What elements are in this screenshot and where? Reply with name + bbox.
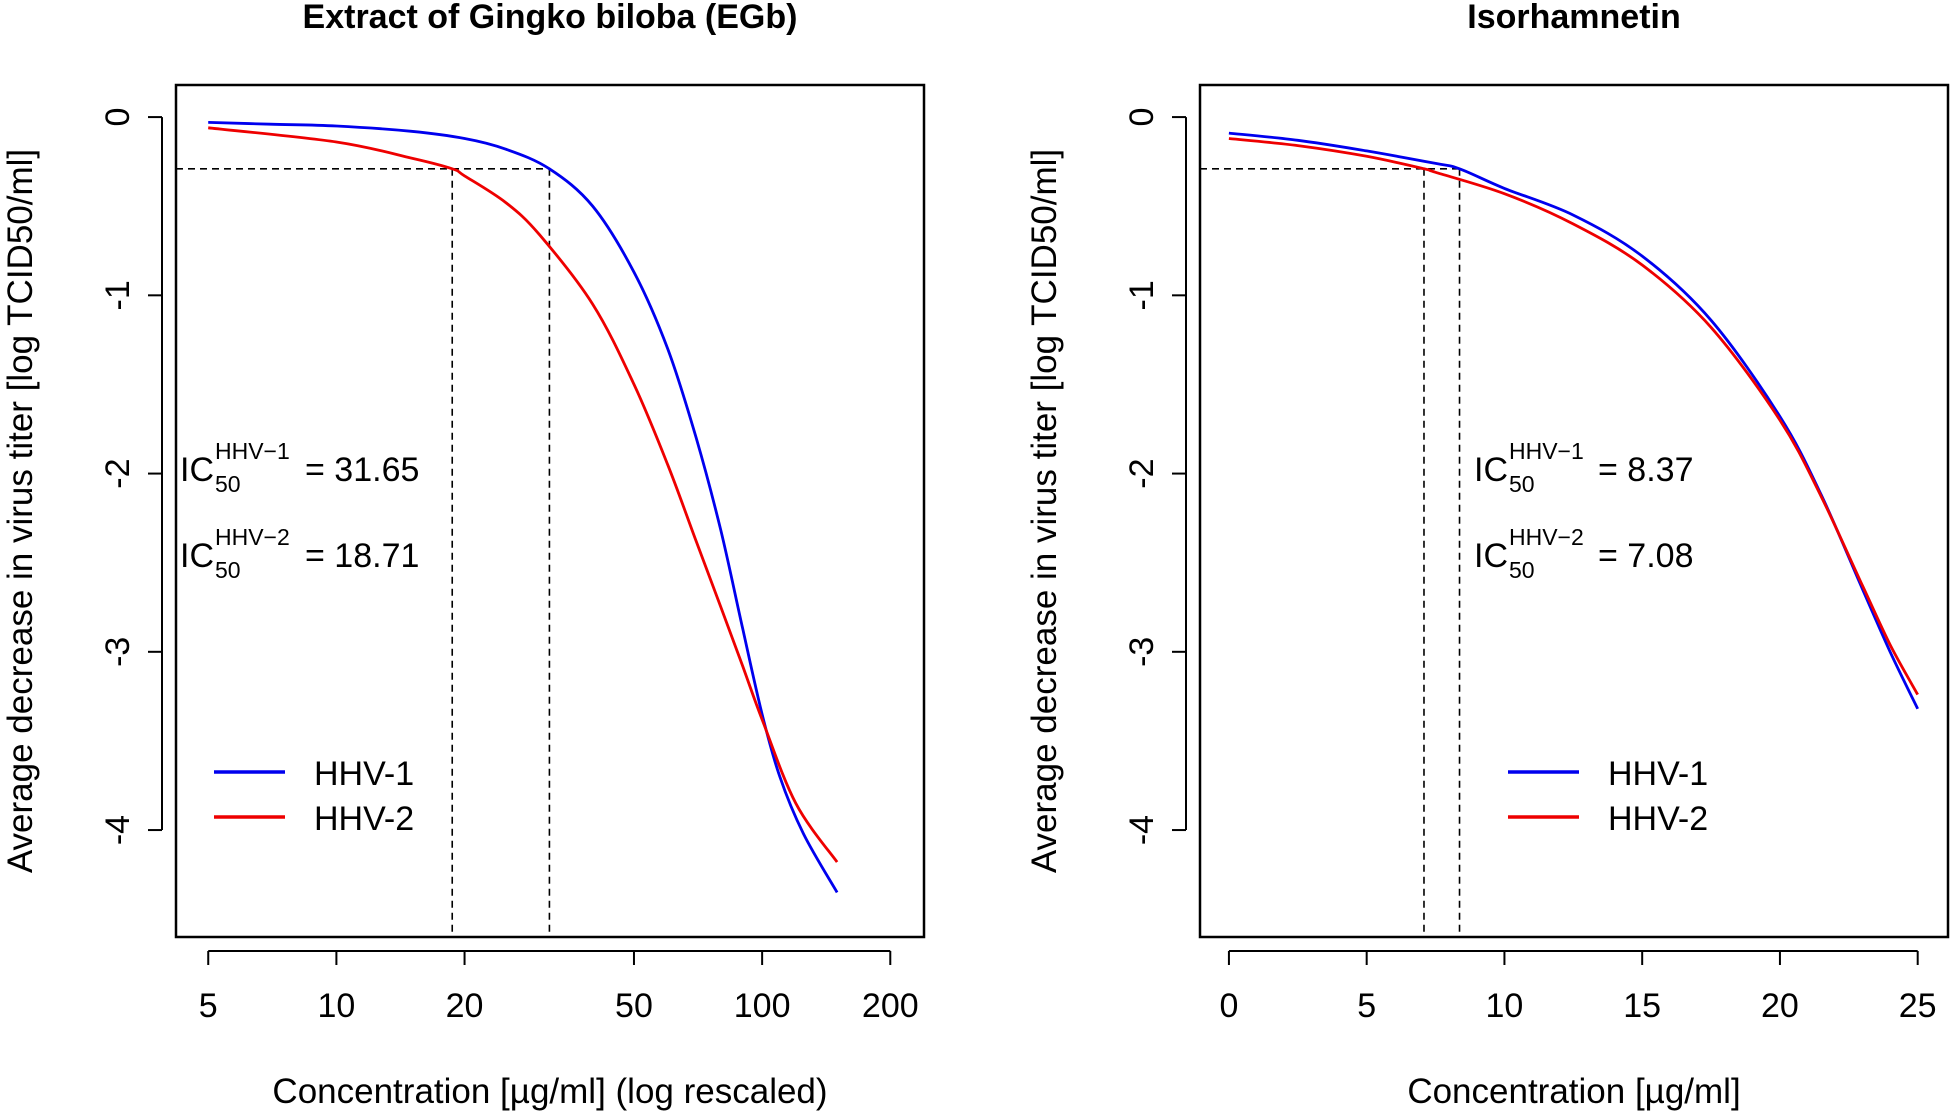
panel-isorhamnetin: Isorhamnetin Average decrease in virus t…	[1025, 0, 1950, 1111]
ic50-subscript: 50	[215, 471, 241, 497]
y-axis: 0 -1 -2 -3 -4	[1123, 108, 1187, 845]
legend: HHV-1 HHV-2	[1508, 755, 1708, 838]
ic50-subscript: 50	[215, 557, 241, 583]
y-axis-label: Average decrease in virus titer [log TCI…	[1, 149, 40, 873]
y-tick-label: -3	[1123, 637, 1161, 667]
x-tick-label: 10	[317, 987, 355, 1025]
ic50-prefix: IC	[180, 451, 214, 489]
x-tick-label: 20	[1761, 987, 1799, 1025]
x-axis: 5 10 20 50 100 200	[199, 950, 919, 1025]
x-axis-label: Concentration [µg/ml] (log rescaled)	[272, 1072, 827, 1111]
legend-label-hhv1: HHV-1	[314, 755, 414, 793]
chart-title: Isorhamnetin	[1467, 0, 1680, 36]
ic50-subscript: 50	[1509, 471, 1535, 497]
x-tick-label: 0	[1219, 987, 1238, 1025]
series-line-hhv2	[1228, 137, 1919, 696]
y-tick-label: -3	[99, 637, 137, 667]
x-axis: 0 5 10 15 20 25	[1219, 950, 1937, 1025]
series-line-hhv1	[1228, 131, 1919, 710]
legend-label-hhv2: HHV-2	[314, 800, 414, 838]
ic50-annotation-hhv2: IC 50 HHV−2 = 7.08	[1474, 524, 1693, 583]
ic50-subscript: 50	[1509, 557, 1535, 583]
y-tick-label: -4	[99, 815, 137, 845]
ic50-value: = 18.71	[305, 537, 419, 575]
series-line-hhv2	[208, 126, 839, 863]
y-tick-label: -1	[1123, 280, 1161, 310]
legend: HHV-1 HHV-2	[214, 755, 414, 838]
series-group	[1228, 131, 1919, 710]
ic50-value: = 8.37	[1598, 451, 1693, 489]
ic50-guides	[176, 167, 551, 937]
x-tick-label: 50	[615, 987, 653, 1025]
legend-label-hhv1: HHV-1	[1608, 755, 1708, 793]
ic50-annotation-hhv1: IC 50 HHV−1 = 31.65	[180, 438, 419, 497]
y-axis-label: Average decrease in virus titer [log TCI…	[1025, 149, 1064, 873]
panel-egb: Extract of Gingko biloba (EGb) Average d…	[1, 0, 926, 1111]
ic50-annotation-hhv2: IC 50 HHV−2 = 18.71	[180, 524, 419, 583]
x-tick-label: 200	[862, 987, 919, 1025]
ic50-prefix: IC	[1474, 451, 1508, 489]
x-tick-label: 20	[446, 987, 484, 1025]
x-tick-label: 100	[734, 987, 791, 1025]
ic50-value: = 31.65	[305, 451, 419, 489]
ic50-superscript: HHV−1	[215, 438, 290, 464]
ic50-annotation-hhv1: IC 50 HHV−1 = 8.37	[1474, 438, 1693, 497]
x-tick-label: 5	[1357, 987, 1376, 1025]
plot-frame	[1198, 83, 1950, 939]
y-axis: 0 -1 -2 -3 -4	[99, 108, 163, 845]
x-tick-label: 15	[1623, 987, 1661, 1025]
ic50-superscript: HHV−2	[1509, 524, 1584, 550]
ic50-superscript: HHV−1	[1509, 438, 1584, 464]
x-tick-label: 10	[1486, 987, 1524, 1025]
series-line-hhv1	[208, 121, 839, 894]
y-tick-label: 0	[99, 108, 137, 127]
x-tick-label: 5	[199, 987, 218, 1025]
y-tick-label: -4	[1123, 815, 1161, 845]
ic50-prefix: IC	[1474, 537, 1508, 575]
y-tick-label: -1	[99, 280, 137, 310]
y-tick-label: -2	[99, 458, 137, 488]
ic50-guides	[1200, 167, 1461, 937]
legend-label-hhv2: HHV-2	[1608, 800, 1708, 838]
ic50-superscript: HHV−2	[215, 524, 290, 550]
y-tick-label: -2	[1123, 458, 1161, 488]
y-tick-label: 0	[1123, 108, 1161, 127]
chart-title: Extract of Gingko biloba (EGb)	[303, 0, 798, 36]
ic50-value: = 7.08	[1598, 537, 1693, 575]
ic50-prefix: IC	[180, 537, 214, 575]
series-group	[208, 121, 839, 894]
x-tick-label: 25	[1899, 987, 1937, 1025]
x-axis-label: Concentration [µg/ml]	[1407, 1072, 1740, 1111]
